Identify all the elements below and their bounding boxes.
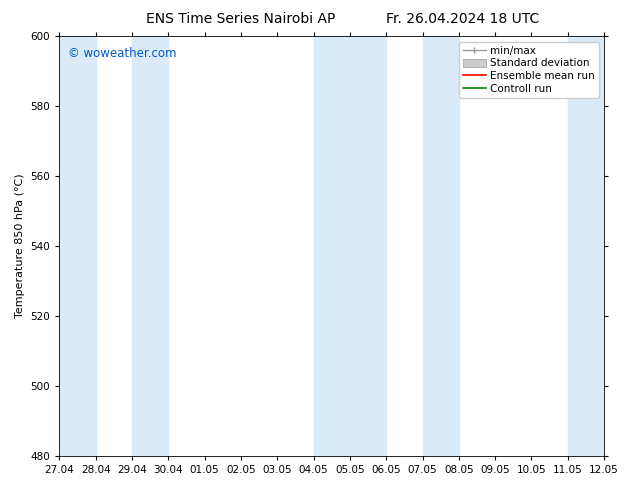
Text: © woweather.com: © woweather.com <box>67 47 176 60</box>
Text: Fr. 26.04.2024 18 UTC: Fr. 26.04.2024 18 UTC <box>386 12 540 26</box>
Text: ENS Time Series Nairobi AP: ENS Time Series Nairobi AP <box>146 12 335 26</box>
Bar <box>350 36 386 456</box>
Bar <box>132 36 168 456</box>
Bar <box>422 36 459 456</box>
Legend: min/max, Standard deviation, Ensemble mean run, Controll run: min/max, Standard deviation, Ensemble me… <box>459 42 599 98</box>
Bar <box>60 36 96 456</box>
Bar <box>314 36 350 456</box>
Y-axis label: Temperature 850 hPa (°C): Temperature 850 hPa (°C) <box>15 174 25 318</box>
Bar <box>568 36 604 456</box>
